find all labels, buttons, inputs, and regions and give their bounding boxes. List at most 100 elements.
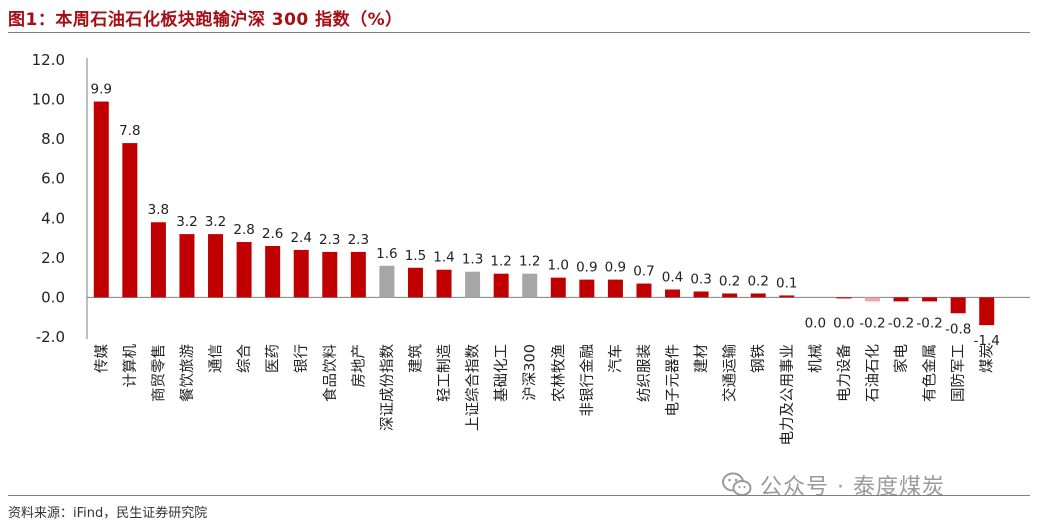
category-label: 餐饮旅游 (179, 344, 196, 402)
category-label: 轻工制造 (436, 344, 453, 402)
bar (722, 293, 738, 298)
bar (265, 245, 281, 298)
data-label: 0.2 (747, 273, 768, 289)
category-label: 国防军工 (950, 344, 967, 402)
bar (465, 271, 481, 298)
category-label: 计算机 (122, 344, 139, 388)
bar (379, 265, 395, 298)
bar (208, 234, 224, 298)
bar (922, 297, 938, 302)
category-label: 建筑 (407, 344, 424, 373)
y-tick-label: 4.0 (41, 209, 65, 227)
category-label: 纺织服装 (636, 344, 653, 402)
y-tick-label: 6.0 (41, 170, 65, 188)
title-divider (8, 32, 1030, 33)
category-label: 银行 (293, 344, 310, 373)
data-label: 0.9 (576, 260, 597, 276)
category-label: 电子元器件 (665, 344, 682, 417)
data-label: 1.5 (405, 248, 426, 264)
category-label: 基础化工 (493, 344, 510, 402)
data-label: 0.7 (633, 264, 654, 280)
category-label: 有色金属 (922, 344, 939, 402)
bar (693, 291, 709, 298)
category-label: 建材 (693, 344, 710, 373)
bar (293, 249, 309, 298)
bars (93, 101, 995, 326)
category-label: 农林牧渔 (550, 344, 567, 402)
bar (893, 297, 909, 302)
category-label: 家电 (893, 344, 910, 373)
data-label: 3.2 (205, 214, 226, 230)
category-label: 上证综合指数 (465, 344, 482, 431)
data-label: 1.6 (376, 246, 397, 262)
category-label: 通信 (208, 344, 225, 373)
data-label: -0.2 (916, 315, 942, 331)
bottom-divider (8, 495, 1030, 496)
category-label: 电力及公用事业 (779, 344, 796, 446)
data-label: 1.0 (548, 258, 569, 274)
bar (236, 242, 252, 298)
data-label: 0.2 (719, 273, 740, 289)
bar (779, 295, 795, 298)
bar (864, 297, 880, 302)
category-label: 深证成份指数 (379, 344, 396, 431)
data-labels: 9.9 7.8 3.8 3.2 3.2 2.8 2.6 2.4 2.3 2.3 1.6 1.5 1.4 1… (91, 82, 1000, 350)
category-label: 电力设备 (836, 344, 853, 402)
data-label: 9.9 (91, 82, 112, 98)
data-label: 1.3 (462, 252, 483, 268)
data-label: 2.3 (348, 232, 369, 248)
data-label: 2.8 (233, 222, 254, 238)
bar (550, 277, 566, 298)
category-label: 医药 (265, 344, 282, 373)
data-label: 0.4 (662, 270, 683, 286)
bar (836, 297, 852, 299)
y-tick-label: 2.0 (41, 249, 65, 267)
bar (93, 101, 109, 298)
bar (350, 251, 366, 298)
category-label: 沪深300 (522, 344, 539, 401)
category-labels: 传媒 计算机 商贸零售 餐饮旅游 通信 综合 医药 银行 食品饮料 房地产 深证成份指数 建筑 轻工制造… (93, 344, 995, 446)
data-label: 2.6 (262, 226, 283, 242)
bar (407, 267, 423, 298)
data-label: 0.3 (690, 271, 711, 287)
data-label: 0.1 (776, 275, 797, 291)
data-label: -0.8 (945, 321, 971, 337)
category-label: 钢铁 (750, 344, 767, 373)
bar-chart: 12.0 10.0 8.0 6.0 4.0 2.0 0.0 -2.0 9.9 7.8 3.8 3.2… (32, 51, 1030, 446)
y-tick-label: 12.0 (32, 51, 65, 69)
data-label: -1.4 (974, 333, 1000, 349)
y-tick-label: 0.0 (41, 288, 65, 306)
bar (979, 297, 995, 326)
bar (607, 279, 623, 298)
bar (322, 251, 338, 298)
watermark-text: 公众号 · 泰度煤炭 (760, 475, 945, 500)
figure-title: 图1：本周石油石化板块跑输沪深 300 指数（%） (8, 10, 403, 30)
category-label: 商贸零售 (150, 344, 167, 402)
bar (122, 143, 138, 298)
bar (522, 273, 538, 298)
y-axis: 12.0 10.0 8.0 6.0 4.0 2.0 0.0 -2.0 (32, 51, 1030, 346)
bar (950, 297, 966, 314)
bar (150, 222, 166, 298)
data-label: 3.2 (176, 214, 197, 230)
data-label: 1.2 (519, 254, 540, 270)
y-tick-label: -2.0 (36, 328, 65, 346)
data-label: 3.8 (148, 202, 169, 218)
y-tick-label: 8.0 (41, 130, 65, 148)
data-label: 7.8 (119, 123, 140, 139)
bar (579, 279, 595, 298)
bar (436, 269, 452, 298)
category-label: 机械 (807, 344, 824, 373)
data-label: -0.2 (888, 315, 914, 331)
bar (179, 234, 195, 298)
bar (750, 293, 766, 298)
data-label: 2.3 (319, 232, 340, 248)
category-label: 综合 (236, 344, 253, 373)
category-label: 交通运输 (721, 344, 739, 402)
data-label: 0.9 (605, 260, 626, 276)
data-label: 2.4 (290, 230, 311, 246)
data-label: 0.0 (805, 315, 826, 331)
category-label: 传媒 (93, 344, 110, 373)
data-label: 0.0 (833, 315, 854, 331)
category-label: 煤炭 (979, 344, 996, 373)
